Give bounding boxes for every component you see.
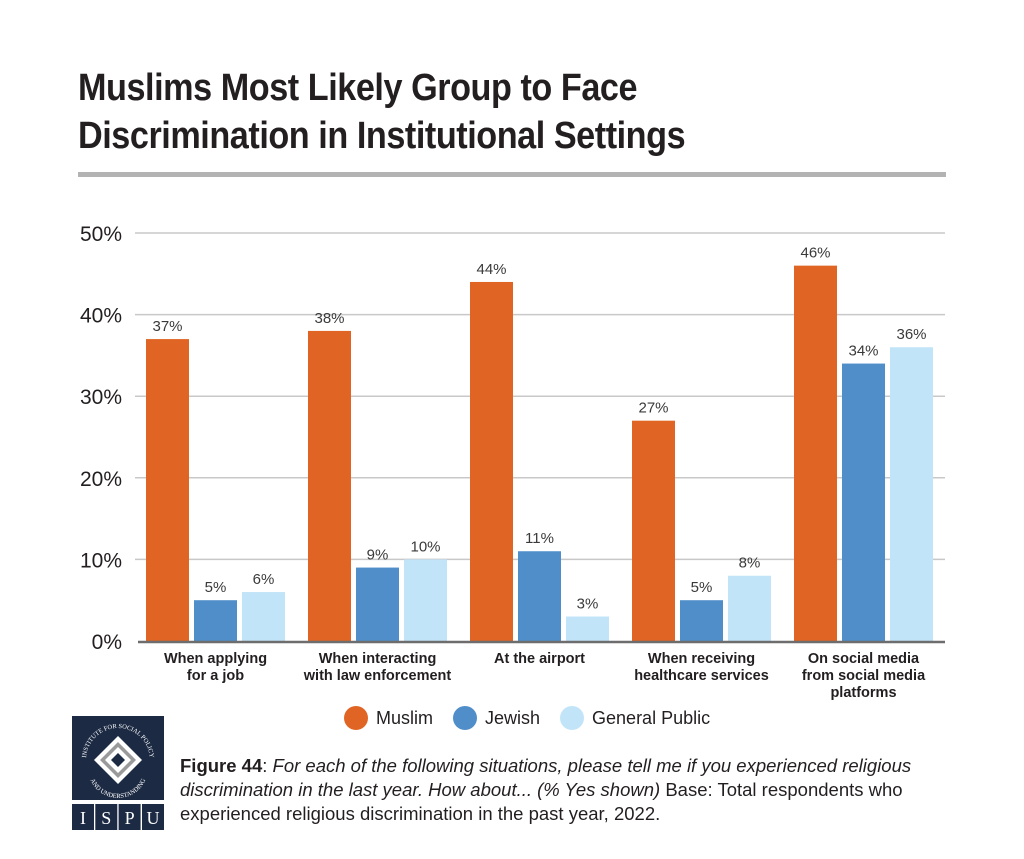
legend-item-general-public: General Public — [560, 706, 710, 730]
figure-caption: Figure 44: For each of the following sit… — [180, 754, 940, 826]
bar-jewish — [194, 600, 237, 641]
bar-general-public — [242, 592, 285, 641]
logo-letter: S — [101, 808, 111, 828]
data-label: 8% — [739, 555, 761, 572]
data-label: 46% — [800, 245, 830, 262]
x-category-label-line: At the airport — [494, 651, 585, 667]
figure-colon: : — [262, 755, 273, 776]
y-tick-label: 50% — [80, 223, 122, 246]
legend-item-muslim: Muslim — [344, 706, 433, 730]
x-category-label-line: platforms — [830, 685, 896, 701]
x-category-label: At the airport — [494, 651, 585, 667]
legend-label: General Public — [592, 707, 711, 728]
bar-jewish — [842, 363, 885, 641]
bar-jewish — [518, 551, 561, 641]
data-label: 44% — [476, 261, 506, 278]
y-tick-label: 0% — [92, 631, 122, 654]
legend-swatch-jewish — [453, 706, 477, 730]
logo-letter: I — [80, 808, 86, 828]
logo-letter: P — [125, 808, 135, 828]
data-label: 11% — [525, 530, 554, 547]
bar-muslim — [308, 330, 351, 641]
bar-muslim — [794, 265, 837, 641]
x-category-label: When applying for a job — [164, 651, 267, 684]
bar-muslim — [632, 420, 675, 641]
data-label: 5% — [691, 579, 713, 596]
x-category-label-line: When interacting — [319, 651, 437, 667]
x-category-label-line: When applying — [164, 651, 267, 667]
logo-letter: U — [147, 808, 160, 828]
legend-swatch-general-public — [560, 706, 585, 730]
bar-general-public — [890, 347, 933, 641]
legend-swatch-muslim — [344, 706, 368, 730]
x-category-label-line: with law enforcement — [303, 668, 452, 684]
data-label: 9% — [367, 547, 389, 564]
data-label: 37% — [152, 318, 182, 335]
data-labels: 37% 5% 6% 38% 9% 10% 44% 11% 3% 27% 5% 8% 46% 34% 36% — [152, 245, 926, 613]
data-label: 3% — [577, 596, 599, 613]
figure-number: Figure 44 — [180, 755, 263, 776]
x-category-label-line: from social media — [802, 668, 926, 684]
data-label: 34% — [848, 343, 878, 360]
x-axis-category-labels: When applying for a job When interacting wi… — [164, 651, 926, 701]
y-tick-label: 10% — [80, 549, 122, 572]
base-note: Base: Total respondents who experienced … — [180, 779, 903, 824]
ispu-logo: INSTITUTE FOR SOCIAL POLICY AND UNDERSTA… — [72, 716, 164, 830]
x-category-label-line: When receiving — [648, 651, 755, 667]
bar-muslim — [146, 339, 189, 641]
bar-general-public — [728, 575, 771, 641]
title-divider — [78, 172, 946, 177]
logo-letters: I S P U — [72, 804, 164, 830]
legend-label: Muslim — [376, 707, 433, 728]
legend-item-jewish: Jewish — [453, 706, 540, 730]
chart-title: Muslims Most Likely Group to Face Discri… — [78, 67, 686, 157]
y-tick-label: 40% — [80, 305, 122, 328]
bar-jewish — [680, 600, 723, 641]
y-tick-label: 30% — [80, 386, 122, 409]
data-label: 36% — [896, 326, 926, 343]
x-category-label-line: healthcare services — [634, 668, 769, 684]
survey-question: For each of the following situations, pl… — [180, 755, 912, 800]
bars — [146, 265, 933, 641]
data-label: 10% — [410, 538, 440, 555]
bar-jewish — [356, 567, 399, 641]
bar-general-public — [566, 616, 609, 641]
data-label: 5% — [205, 579, 227, 596]
bar-muslim — [470, 281, 513, 641]
legend-label: Jewish — [485, 707, 541, 728]
data-label: 27% — [638, 400, 668, 417]
data-label: 6% — [253, 571, 275, 588]
y-axis-tick-labels: 0% 10% 20% 30% 40% 50% — [80, 223, 122, 654]
legend: Muslim Jewish General Public — [344, 706, 716, 730]
x-category-label: When receiving healthcare services — [634, 651, 769, 684]
y-tick-label: 20% — [80, 468, 122, 491]
x-category-label: On social media from social media platform… — [802, 651, 926, 701]
diamond-icon — [94, 736, 142, 784]
data-label: 38% — [314, 310, 344, 327]
x-category-label-line: for a job — [187, 668, 244, 684]
bar-general-public — [404, 559, 447, 641]
x-category-label: When interacting with law enforcement — [303, 651, 452, 684]
x-category-label-line: On social media — [808, 651, 920, 667]
